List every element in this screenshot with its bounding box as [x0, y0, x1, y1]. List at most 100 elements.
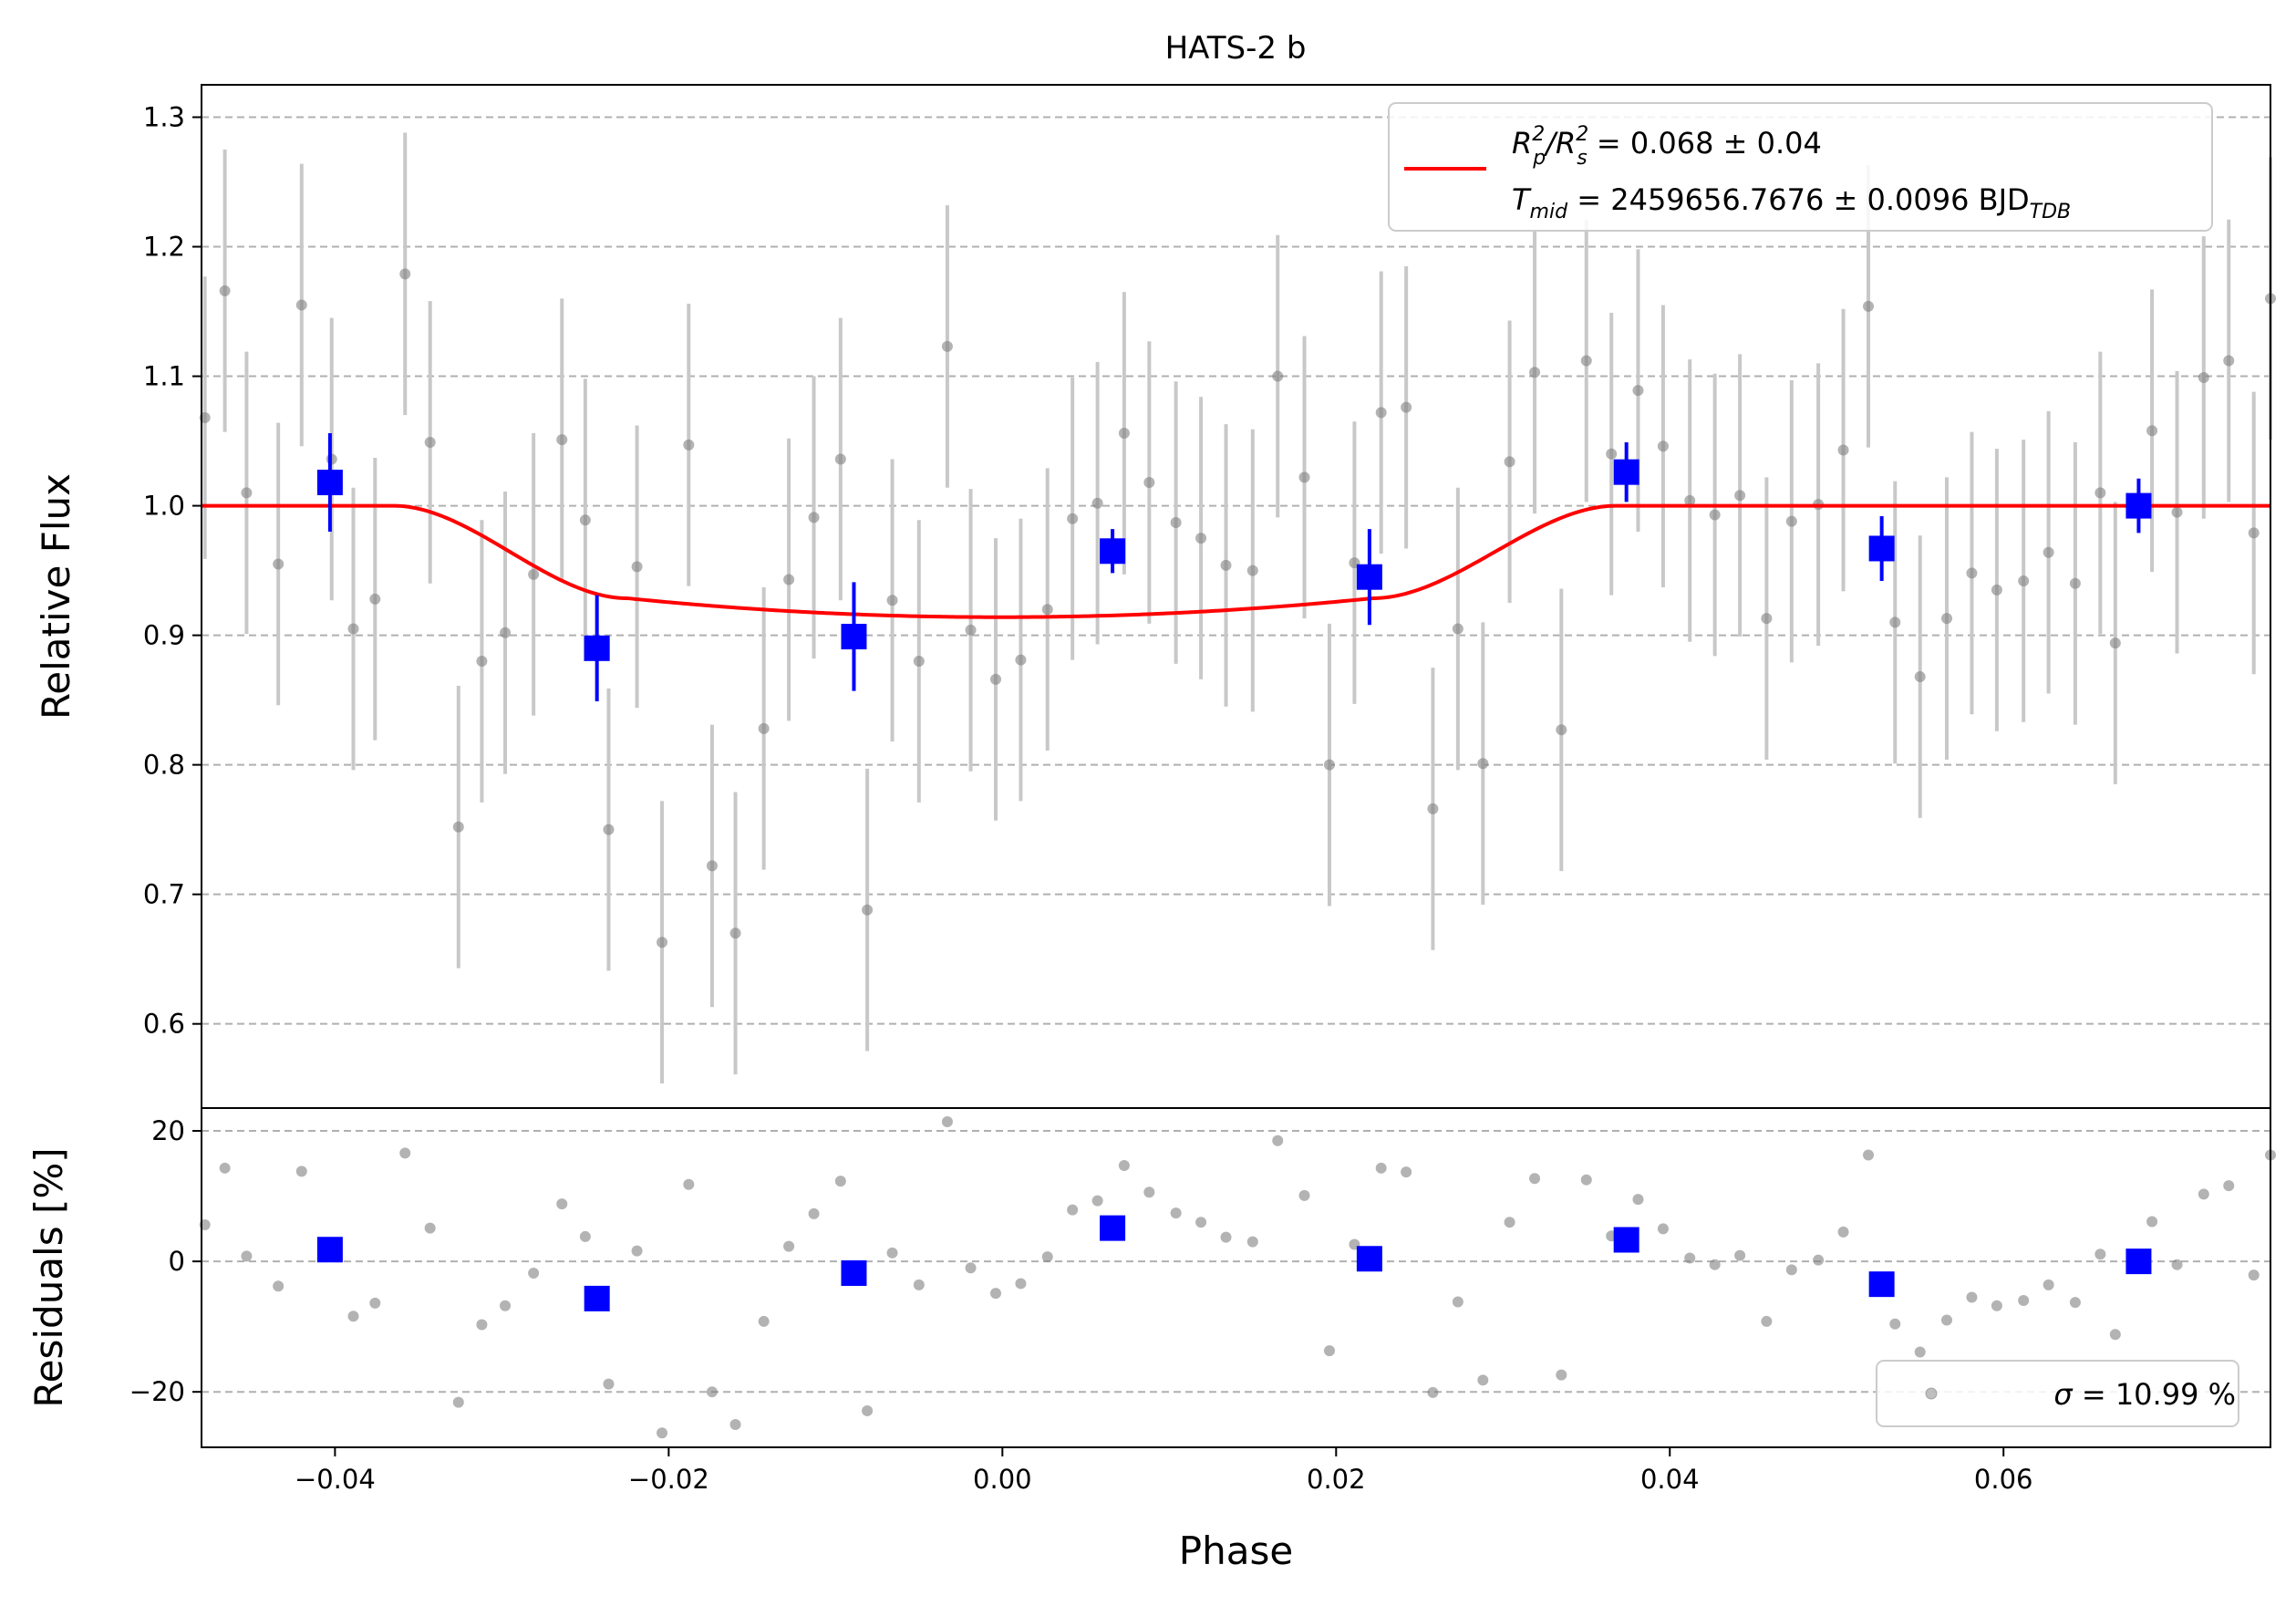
residuals-raw-marker [1091, 1195, 1103, 1207]
depth-value: = 0.068 ± 0.04 [1588, 126, 1822, 161]
flux-raw-marker [1323, 759, 1335, 771]
flux-raw-point [631, 425, 643, 709]
flux-raw-marker [1504, 456, 1515, 468]
residuals-raw-marker [1375, 1162, 1387, 1174]
residuals-raw-marker [1452, 1296, 1463, 1308]
flux-y-tick-label: 0.9 [143, 620, 185, 651]
depth-rs-sub: s [1577, 147, 1587, 170]
residuals-raw-marker [579, 1230, 591, 1242]
residuals-raw-marker [965, 1262, 977, 1274]
flux-binned-point [1100, 529, 1126, 574]
residuals-raw-marker [1195, 1217, 1207, 1228]
flux-y-tick-label: 0.6 [143, 1009, 185, 1040]
flux-y-ticks: 0.6 0.7 0.8 0.9 1.0 1.1 1.2 1.3 [143, 102, 202, 1040]
residuals-binned-marker [584, 1285, 610, 1311]
flux-raw-marker [1375, 407, 1387, 419]
flux-raw-marker [1914, 671, 1926, 683]
residuals-raw-marker [886, 1247, 898, 1259]
flux-binned-point [2125, 478, 2152, 534]
flux-raw-point [1401, 265, 1412, 549]
legend-depth-text: R2 p/R2 s = 0.068 ± 0.04 [1512, 123, 1822, 170]
residuals-raw-marker [2248, 1269, 2260, 1281]
chart-title: HATS-2 b [1165, 30, 1307, 67]
flux-raw-marker [2069, 577, 2081, 589]
flux-raw-point [1734, 354, 1746, 637]
flux-raw-marker [1684, 494, 1696, 506]
flux-raw-marker [1863, 300, 1875, 312]
residuals-raw-marker [808, 1207, 820, 1219]
depth-rs-sup: 2 [1576, 123, 1588, 146]
depth-r-sub: p [1532, 147, 1546, 170]
flux-raw-marker [476, 656, 488, 668]
flux-raw-marker [1556, 724, 1567, 736]
residuals-y-tick-label: 20 [151, 1115, 185, 1146]
residuals-raw-marker [528, 1267, 540, 1279]
residuals-raw-marker [941, 1116, 953, 1128]
flux-raw-point [1785, 379, 1797, 663]
residuals-raw-marker [1170, 1207, 1182, 1219]
flux-raw-marker [706, 860, 718, 872]
flux-raw-marker [295, 299, 307, 311]
residuals-y-axis-label: Residuals [%] [26, 1147, 71, 1407]
residuals-raw-marker [862, 1404, 874, 1416]
flux-raw-marker [808, 512, 820, 523]
flux-raw-point [1118, 292, 1130, 575]
residuals-raw-marker [2171, 1259, 2183, 1270]
residuals-raw-marker [1734, 1249, 1746, 1261]
flux-raw-marker [965, 624, 977, 636]
flux-raw-point [2094, 351, 2106, 635]
flux-raw-marker [2171, 506, 2183, 518]
residuals-raw-marker [1401, 1166, 1412, 1178]
flux-raw-marker [2043, 546, 2054, 558]
flux-raw-point [1427, 668, 1439, 950]
flux-raw-point [1657, 305, 1669, 588]
flux-y-axis-label: Relative Flux [34, 473, 78, 720]
flux-raw-point [1195, 397, 1207, 679]
flux-raw-marker [556, 434, 568, 446]
residuals-binned-marker [1100, 1215, 1126, 1241]
flux-binned-marker [2125, 492, 2152, 519]
flux-binned-points [316, 433, 2152, 702]
flux-raw-marker [1220, 559, 1232, 571]
flux-raw-marker [1657, 440, 1669, 452]
flux-raw-point [2248, 391, 2260, 675]
flux-raw-marker [369, 593, 381, 605]
flux-raw-marker [2146, 425, 2158, 437]
phase-x-tick-label: 0.06 [1974, 1464, 2033, 1495]
residuals-raw-marker [399, 1147, 411, 1159]
flux-raw-marker [1632, 385, 1644, 397]
flux-raw-point [2043, 410, 2054, 694]
flux-raw-marker [1272, 370, 1284, 382]
residuals-binned-marker [841, 1259, 867, 1286]
flux-raw-point [579, 378, 591, 662]
flux-raw-point [347, 487, 359, 771]
residuals-raw-marker [1785, 1264, 1797, 1276]
residuals-raw-marker [1709, 1259, 1721, 1270]
residuals-raw-marker [603, 1378, 615, 1390]
residuals-raw-marker [1220, 1231, 1232, 1243]
residuals-y-ticks: −20 0 20 [129, 1115, 202, 1407]
flux-raw-marker [500, 627, 512, 638]
residuals-raw-marker [2223, 1180, 2235, 1192]
residuals-raw-marker [369, 1297, 381, 1309]
flux-raw-marker [2223, 355, 2235, 367]
flux-raw-marker [886, 595, 898, 606]
flux-raw-marker [1709, 509, 1721, 521]
flux-raw-marker [1427, 803, 1439, 814]
flux-raw-point [1761, 477, 1773, 760]
flux-raw-marker [1966, 567, 1978, 579]
flux-binned-point [584, 595, 610, 702]
flux-raw-point [1941, 477, 1953, 760]
residuals-raw-marker [295, 1166, 307, 1177]
residuals-raw-marker [631, 1245, 643, 1257]
residuals-raw-marker [2043, 1279, 2054, 1290]
flux-raw-marker [913, 656, 925, 668]
flux-raw-point [1091, 361, 1103, 645]
residuals-raw-marker [1118, 1159, 1130, 1171]
flux-raw-marker [990, 673, 1002, 685]
residuals-binned-points [316, 1215, 2152, 1311]
flux-raw-points [199, 132, 2276, 1084]
flux-raw-marker [1015, 654, 1027, 666]
flux-raw-point [603, 688, 615, 971]
